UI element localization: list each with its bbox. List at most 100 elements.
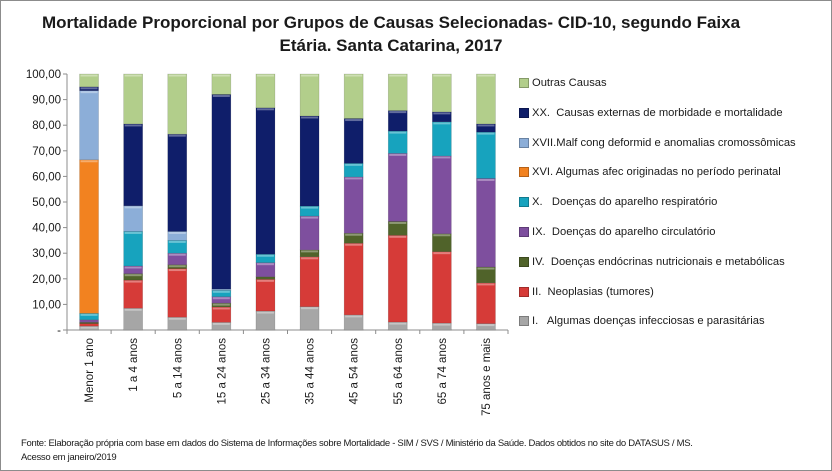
bar-segment (476, 73, 496, 125)
bar-segment-highlight (168, 269, 186, 272)
bar-segment (387, 110, 408, 132)
y-tick-label: 60,00 (32, 171, 61, 183)
bar-segment-highlight (345, 74, 363, 77)
bar-segment (255, 107, 276, 255)
bar-segment-highlight (256, 263, 274, 266)
bar-segment (432, 251, 452, 324)
bar-segment-highlight (168, 231, 186, 234)
bar-segment-highlight (256, 311, 274, 314)
source-line-1: Fonte: Elaboração própria com base em da… (21, 438, 693, 449)
bar-segment-highlight (124, 74, 142, 77)
bar-segment-highlight (389, 131, 407, 134)
bar-segment-highlight (433, 156, 451, 159)
bar-segment (167, 268, 188, 318)
legend-item: X. Doenças do aparelho respiratório (519, 194, 717, 210)
bar-segment-highlight (345, 119, 363, 122)
bar-segment-highlight (433, 74, 451, 77)
bar-segment (299, 306, 320, 331)
source-note: Fonte: Elaboração própria com base em da… (21, 437, 693, 465)
bar-segment (387, 234, 408, 323)
bar-segment (476, 282, 496, 324)
bar-segment (343, 176, 364, 234)
bar-segment (299, 73, 320, 117)
legend-label: XX. Causas externas de morbidade e morta… (532, 106, 783, 119)
bar-segment-highlight (212, 290, 230, 293)
bar-segment-highlight (256, 279, 274, 282)
legend-label: II. Neoplasias (tumores) (532, 285, 654, 298)
bar-segment-highlight (389, 153, 407, 156)
bar-segment (387, 130, 408, 154)
bar-segment-highlight (345, 233, 363, 236)
legend-swatch (519, 137, 529, 148)
x-tick-label: 45 a 54 anos (349, 338, 361, 405)
legend-label: IX. Doenças do aparelho circulatório (532, 226, 716, 238)
bar-segment-highlight (212, 307, 230, 310)
legend-item: XVI. Algumas afec originadas no período … (519, 164, 781, 180)
y-tick-label: 70,00 (32, 146, 61, 158)
bar-segment-highlight (212, 94, 230, 97)
legend-item: Outras Causas (519, 75, 607, 91)
bar-segment (79, 90, 99, 161)
bar-segment (123, 205, 143, 232)
legend-swatch (519, 316, 529, 327)
legend-label: XVII.Malf cong deformid e anomalias crom… (532, 136, 796, 149)
y-tick-label: 100,00 (26, 69, 61, 81)
bar-segment (79, 323, 99, 327)
bar-segment-highlight (124, 266, 142, 269)
y-tick-label: - (57, 325, 61, 337)
legend-label: I. Algumas doenças infecciosas e parasit… (532, 315, 765, 328)
bar-segment-highlight (80, 160, 98, 163)
x-tick-label: Menor 1 ano (84, 338, 96, 403)
bar-segment-highlight (212, 303, 230, 306)
bar-segment-highlight (168, 317, 186, 320)
bar-segment-highlight (345, 243, 363, 246)
bar-segment (123, 73, 143, 125)
bar-segment (79, 319, 99, 323)
bar-segment (343, 73, 364, 119)
y-tick-label: 80,00 (32, 120, 61, 132)
bar-segment-highlight (168, 134, 186, 137)
x-tick-label: 15 a 24 anos (216, 338, 228, 405)
bar-segment-highlight (477, 324, 495, 327)
bar-segment-highlight (477, 74, 495, 77)
bar-segment (211, 322, 232, 331)
x-tick-label: 1 a 4 anos (128, 338, 140, 392)
bar-segment-highlight (80, 87, 98, 90)
legend-item: XX. Causas externas de morbidade e morta… (519, 105, 783, 121)
legend-swatch (519, 227, 529, 237)
legend-swatch (519, 197, 529, 208)
bar-segment-highlight (301, 74, 319, 77)
bar-segment-highlight (124, 231, 142, 234)
bar-segment-highlight (477, 124, 495, 127)
bar-segment-highlight (124, 124, 142, 127)
bar-segment (123, 279, 143, 309)
legend-swatch (519, 107, 529, 118)
bar-segment-highlight (477, 178, 495, 181)
bar-segment-highlight (345, 315, 363, 318)
bar-segment (167, 133, 188, 232)
stacked-bar-chart: - 10,00 20,00 30,00 40,00 50,00 60,00 70,00 80,0… (26, 69, 509, 416)
y-tick-label: 30,00 (32, 248, 61, 260)
bar-segment (387, 153, 408, 222)
bar-segment (255, 310, 276, 331)
x-tick-label: 25 a 34 anos (260, 338, 272, 405)
y-tick-label: 10,00 (32, 299, 61, 311)
bar-segment-highlight (389, 111, 407, 114)
bar-segment-highlight (256, 254, 274, 257)
bar-segment-highlight (168, 240, 186, 243)
bar-segment-highlight (433, 252, 451, 255)
bar-segment (123, 307, 143, 331)
bar-segment-highlight (301, 206, 319, 209)
x-tick-label: 5 a 14 anos (172, 338, 184, 398)
bar-segment-highlight (301, 307, 319, 310)
bar-segment (255, 276, 276, 280)
bar-segment (432, 73, 452, 113)
bar-segment-highlight (433, 234, 451, 237)
bar-segment-highlight (80, 91, 98, 94)
bar-segment-highlight (80, 313, 98, 316)
bar-segment-highlight (168, 253, 186, 256)
bar-segment (432, 121, 452, 157)
bar-segment-highlight (389, 235, 407, 238)
bar-segment-highlight (124, 206, 142, 209)
